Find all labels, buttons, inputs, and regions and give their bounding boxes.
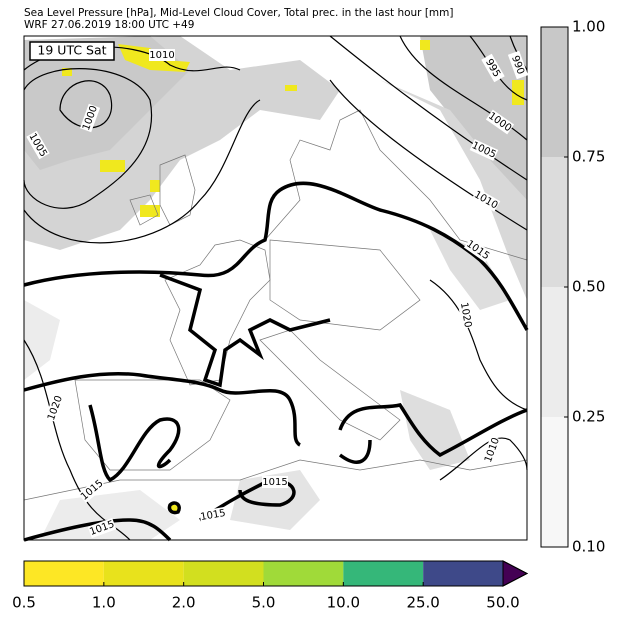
precip-colorbar-frame bbox=[23, 560, 529, 587]
cloud-colorbar-segment bbox=[541, 287, 568, 417]
contour-label-bg bbox=[457, 301, 475, 329]
contour-label-bg bbox=[26, 130, 50, 160]
precip-colorbar-segment bbox=[24, 561, 104, 586]
precip-colorbar-extend bbox=[502, 560, 529, 587]
contour-label: 1015 bbox=[262, 477, 287, 488]
cloud-colorbar-segment bbox=[541, 417, 568, 547]
cloud-colorbar-label: 0.75 bbox=[572, 148, 605, 166]
contour-label-bg bbox=[481, 435, 503, 465]
cloud-colorbar-label: 0.50 bbox=[572, 278, 605, 296]
contour-label-bg bbox=[463, 237, 493, 263]
contour-label-bg bbox=[78, 477, 106, 503]
cloud-cover bbox=[24, 36, 527, 540]
contour-label-bg bbox=[44, 393, 66, 423]
precip-colorbar-segment bbox=[423, 561, 503, 586]
contour-label-bg bbox=[507, 50, 529, 80]
precip-colorbar-segment bbox=[263, 561, 344, 586]
map-frame bbox=[23, 35, 528, 541]
time-box bbox=[29, 41, 115, 61]
subtitle: WRF 27.06.2019 18:00 UTC +49 bbox=[24, 19, 194, 31]
time-label: 19 UTC Sat bbox=[37, 43, 106, 58]
precip-colorbar-label: 1.0 bbox=[92, 594, 116, 612]
cloud-colorbar-segment bbox=[541, 157, 568, 287]
isobar-1015 bbox=[23, 181, 529, 542]
contour-label: 1010 bbox=[149, 50, 174, 61]
precip-colorbar-label: 5.0 bbox=[252, 594, 276, 612]
cloud-colorbar-label: 0.10 bbox=[572, 538, 605, 556]
contour-label-bg bbox=[149, 49, 175, 61]
precip-colorbar-segment bbox=[103, 561, 184, 586]
contour-label-bg bbox=[471, 188, 501, 212]
contour-label: 1015 bbox=[200, 508, 227, 523]
contour-label-bg bbox=[481, 53, 505, 83]
precip-colorbar-label: 50.0 bbox=[486, 594, 519, 612]
contour-label: 1020 bbox=[458, 302, 473, 329]
title: Sea Level Pressure [hPa], Mid-Level Clou… bbox=[24, 7, 454, 19]
precip-colorbar-label: 25.0 bbox=[406, 594, 439, 612]
precip-colorbar-label: 10.0 bbox=[327, 594, 360, 612]
contour-label-bg bbox=[79, 103, 101, 133]
precip-colorbar-segment bbox=[343, 561, 424, 586]
contour-label-bg bbox=[87, 517, 117, 539]
cloud-colorbar-segment bbox=[541, 27, 568, 157]
coastlines bbox=[23, 109, 528, 501]
precip-colorbar-label: 0.5 bbox=[12, 594, 36, 612]
contour-label-bg bbox=[485, 109, 515, 135]
precip-colorbar-segment bbox=[183, 561, 264, 586]
cloud-colorbar-label: 1.00 bbox=[572, 18, 605, 36]
contour-label-bg bbox=[262, 476, 288, 488]
contour-label-bg bbox=[199, 506, 227, 524]
precip-colorbar-label: 2.0 bbox=[172, 594, 196, 612]
cloud-colorbar-label: 0.25 bbox=[572, 408, 605, 426]
contour-label-bg bbox=[469, 139, 499, 161]
